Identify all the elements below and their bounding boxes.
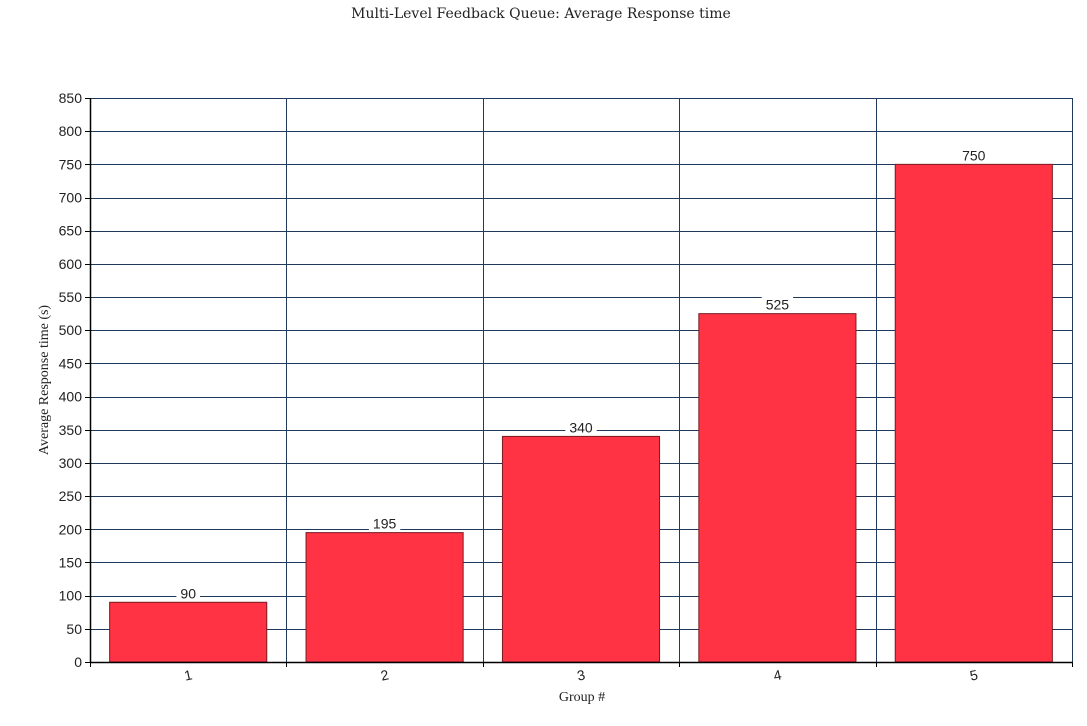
data-label: 525 — [766, 297, 790, 313]
bar — [501, 435, 661, 663]
x-axis-label: Group # — [559, 690, 605, 705]
y-tick-label: 0 — [74, 654, 82, 670]
y-tick-label: 100 — [59, 588, 83, 604]
y-tick-label: 500 — [59, 322, 83, 338]
data-label-background — [958, 146, 990, 164]
y-tick-label: 850 — [59, 90, 83, 106]
x-tick-labels: 1 2 3 4 5 — [183, 666, 980, 683]
x-tick-label: 3 — [576, 666, 587, 683]
y-tick-label: 250 — [59, 488, 83, 504]
y-tick-label: 200 — [59, 521, 83, 537]
y-tick-label: 600 — [59, 256, 83, 272]
chart-title: Multi-Level Feedback Queue: Average Resp… — [351, 6, 731, 22]
y-tick-label: 400 — [59, 389, 83, 405]
y-tick-label: 300 — [59, 455, 83, 471]
y-tick-label: 550 — [59, 289, 83, 305]
data-label-background — [565, 418, 597, 436]
bar — [698, 313, 857, 663]
x-tick-label: 2 — [379, 666, 390, 683]
y-tick-label: 450 — [59, 355, 83, 371]
data-label: 90 — [180, 585, 196, 601]
bar — [109, 601, 268, 663]
y-tick-label: 750 — [59, 156, 83, 172]
bar — [894, 163, 1053, 663]
y-tick-label: 150 — [59, 554, 83, 570]
bars — [109, 163, 1053, 663]
y-tick-labels: 0 50 100 150 200 250 300 350 400 450 500 550 600 650 7… — [59, 90, 83, 670]
axes — [85, 98, 1073, 667]
data-label: 750 — [962, 147, 986, 163]
bar — [305, 532, 464, 663]
y-tick-label: 50 — [66, 621, 82, 637]
x-tick-label: 4 — [772, 666, 783, 683]
y-tick-label: 700 — [59, 190, 83, 206]
data-label-background — [176, 584, 200, 602]
x-tick-label: 5 — [968, 666, 979, 683]
data-labels: 90 195 340 525 750 — [176, 146, 990, 602]
y-tick-label: 800 — [59, 123, 83, 139]
x-tick-label: 1 — [183, 666, 194, 683]
data-label-background — [368, 514, 401, 532]
data-label: 195 — [373, 516, 397, 532]
y-tick-label: 350 — [59, 422, 83, 438]
data-label-background — [761, 295, 794, 313]
y-axis-label: Average Response time (s) — [37, 305, 52, 456]
y-tick-label: 650 — [59, 223, 83, 239]
data-label: 340 — [569, 419, 593, 435]
